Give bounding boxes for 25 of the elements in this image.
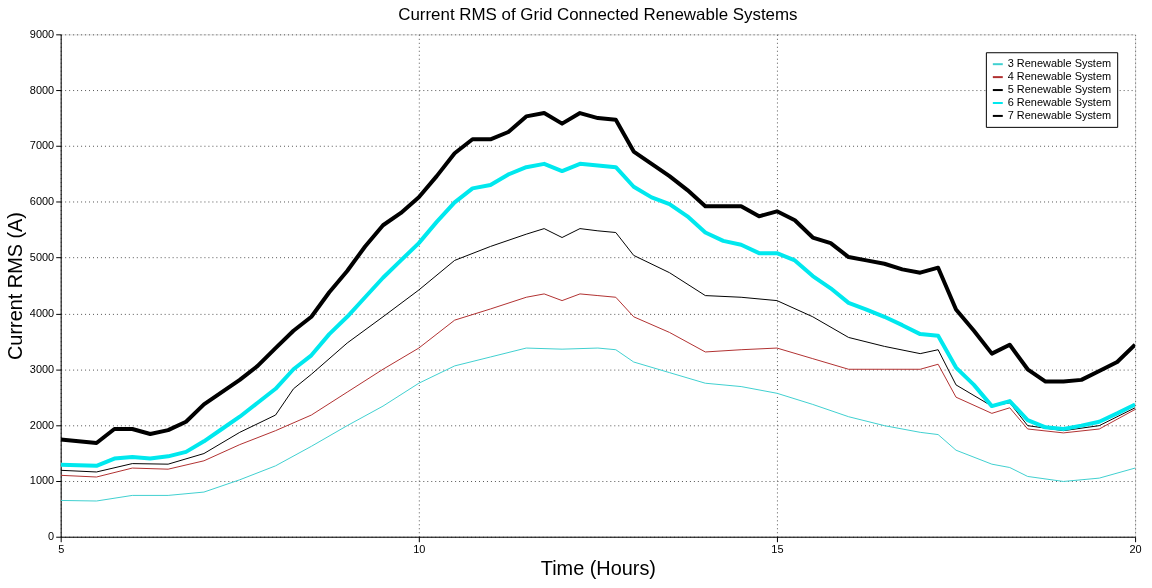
y-tick-label: 5000 bbox=[29, 251, 55, 264]
legend-label: 5 Renewable System bbox=[1007, 83, 1112, 96]
x-tick-label: 5 bbox=[58, 543, 65, 556]
x-tick-label: 20 bbox=[1129, 543, 1142, 556]
legend-label: 7 Renewable System bbox=[1007, 108, 1112, 121]
y-axis-title: Current RMS (A) bbox=[3, 212, 26, 361]
y-tick-label: 7000 bbox=[29, 139, 55, 152]
x-tick-label: 10 bbox=[413, 543, 426, 556]
legend-label: 3 Renewable System bbox=[1007, 57, 1112, 70]
legend-label: 6 Renewable System bbox=[1007, 95, 1112, 108]
chart-title: Current RMS of Grid Connected Renewable Systems bbox=[398, 5, 798, 25]
y-tick-label: 3000 bbox=[29, 362, 55, 375]
x-axis-title: Time (Hours) bbox=[540, 557, 656, 580]
legend-label: 4 Renewable System bbox=[1007, 70, 1112, 83]
y-tick-label: 4000 bbox=[29, 306, 55, 319]
x-tick-label: 15 bbox=[771, 543, 784, 556]
y-tick-label: 8000 bbox=[29, 83, 55, 96]
line-series bbox=[60, 161, 1136, 468]
y-tick-label: 6000 bbox=[29, 195, 55, 208]
y-tick-label: 0 bbox=[48, 530, 55, 543]
line-series bbox=[60, 347, 1136, 502]
y-tick-label: 2000 bbox=[29, 418, 55, 431]
line-series bbox=[60, 293, 1136, 478]
y-tick-label: 1000 bbox=[29, 474, 55, 487]
y-tick-label: 9000 bbox=[29, 27, 55, 40]
